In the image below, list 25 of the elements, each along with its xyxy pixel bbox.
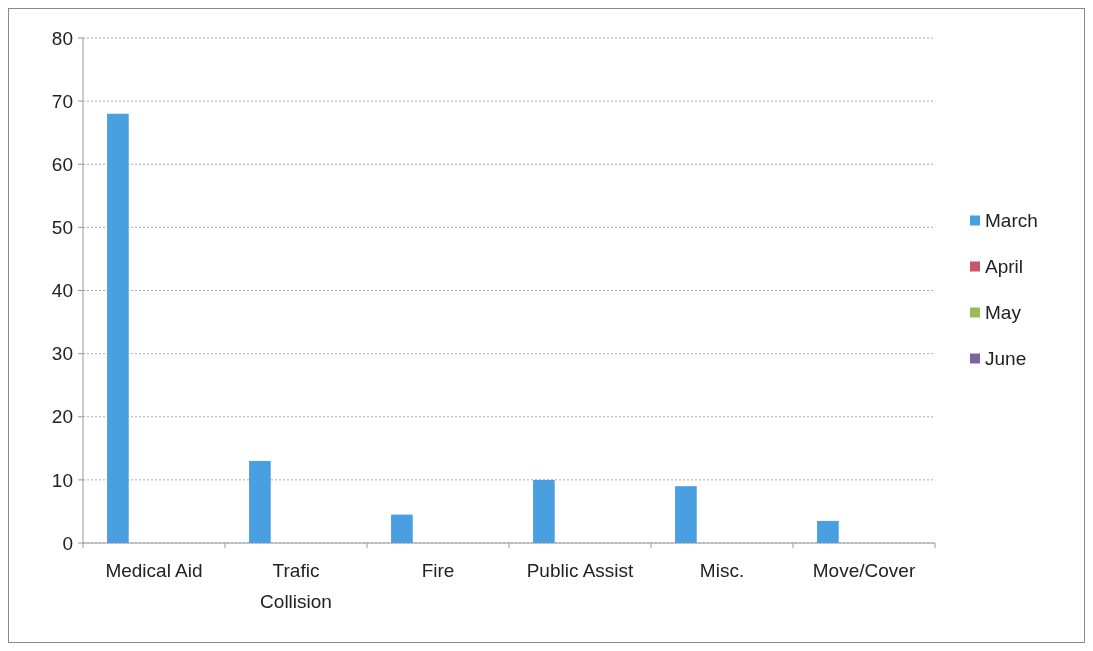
bar: [249, 460, 271, 543]
bar: [533, 479, 555, 543]
y-tick-label: 0: [62, 532, 73, 554]
x-tick-label: Trafic Collision: [260, 560, 332, 612]
y-tick-label: 10: [51, 469, 73, 491]
bar: [817, 520, 839, 543]
legend-label: May: [985, 302, 1022, 324]
x-tick-label: Medical Aid: [105, 560, 203, 581]
legend-label: June: [985, 348, 1027, 370]
y-tick-label: 70: [51, 90, 73, 112]
y-tick-label: 20: [51, 406, 73, 428]
x-tick-label: Public Assist: [526, 560, 635, 581]
x-tick-label: Move/Cover: [812, 560, 916, 581]
x-tick-label: Fire: [421, 560, 455, 581]
x-tick-label: Misc.: [699, 560, 745, 581]
y-tick-label: 50: [51, 217, 73, 239]
y-tick-label: 40: [51, 280, 73, 302]
y-tick-label: 80: [51, 27, 73, 49]
legend-label: March: [985, 210, 1038, 232]
y-tick-label: 30: [51, 343, 73, 365]
bar: [107, 113, 129, 543]
y-tick-label: 60: [51, 153, 73, 175]
bar: [675, 486, 697, 543]
legend-label: April: [985, 256, 1024, 278]
bar: [391, 514, 413, 543]
